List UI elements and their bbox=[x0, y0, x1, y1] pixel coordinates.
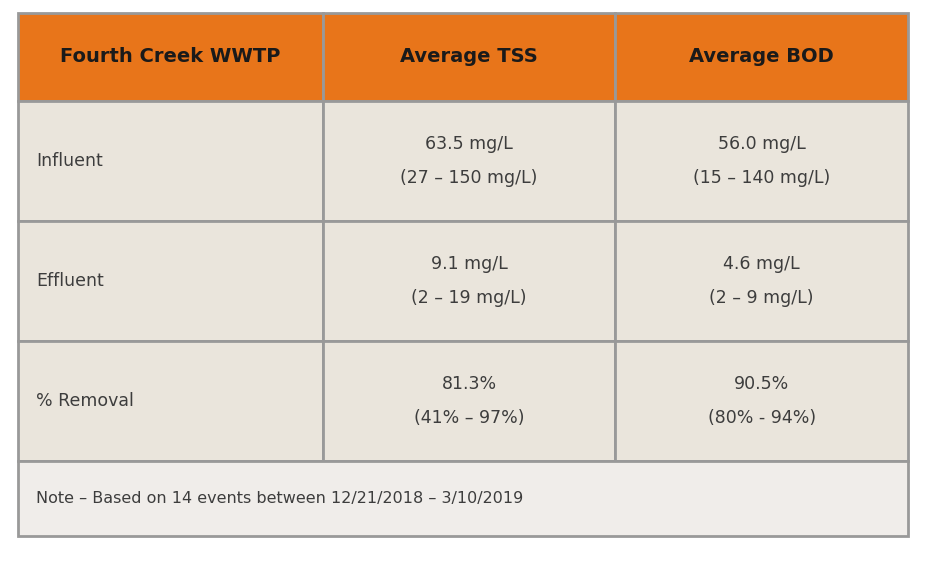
Text: Effluent: Effluent bbox=[36, 272, 104, 290]
Bar bbox=[616, 101, 908, 221]
Text: (15 – 140 mg/L): (15 – 140 mg/L) bbox=[693, 169, 831, 187]
Text: Note – Based on 14 events between 12/21/2018 – 3/10/2019: Note – Based on 14 events between 12/21/… bbox=[36, 491, 523, 506]
Text: (80% - 94%): (80% - 94%) bbox=[707, 409, 816, 427]
Text: Fourth Creek WWTP: Fourth Creek WWTP bbox=[60, 48, 281, 66]
Bar bbox=[18, 461, 908, 536]
Text: 90.5%: 90.5% bbox=[734, 375, 789, 393]
Text: % Removal: % Removal bbox=[36, 392, 134, 410]
Text: (27 – 150 mg/L): (27 – 150 mg/L) bbox=[400, 169, 538, 187]
Text: 63.5 mg/L: 63.5 mg/L bbox=[425, 135, 513, 153]
Bar bbox=[616, 13, 908, 101]
Bar bbox=[323, 221, 616, 341]
Text: (2 – 9 mg/L): (2 – 9 mg/L) bbox=[709, 289, 814, 307]
Bar bbox=[18, 341, 323, 461]
Text: Average TSS: Average TSS bbox=[400, 48, 538, 66]
Text: 4.6 mg/L: 4.6 mg/L bbox=[723, 255, 800, 273]
Text: 81.3%: 81.3% bbox=[442, 375, 496, 393]
Text: (41% – 97%): (41% – 97%) bbox=[414, 409, 524, 427]
Bar bbox=[18, 13, 323, 101]
Bar bbox=[323, 101, 616, 221]
Text: (2 – 19 mg/L): (2 – 19 mg/L) bbox=[411, 289, 527, 307]
Bar bbox=[616, 221, 908, 341]
Bar bbox=[616, 341, 908, 461]
Bar bbox=[18, 101, 323, 221]
Bar bbox=[323, 341, 616, 461]
Text: 9.1 mg/L: 9.1 mg/L bbox=[431, 255, 507, 273]
Text: Influent: Influent bbox=[36, 152, 103, 170]
Bar bbox=[18, 221, 323, 341]
Text: Average BOD: Average BOD bbox=[689, 48, 834, 66]
Bar bbox=[323, 13, 616, 101]
Text: 56.0 mg/L: 56.0 mg/L bbox=[718, 135, 806, 153]
